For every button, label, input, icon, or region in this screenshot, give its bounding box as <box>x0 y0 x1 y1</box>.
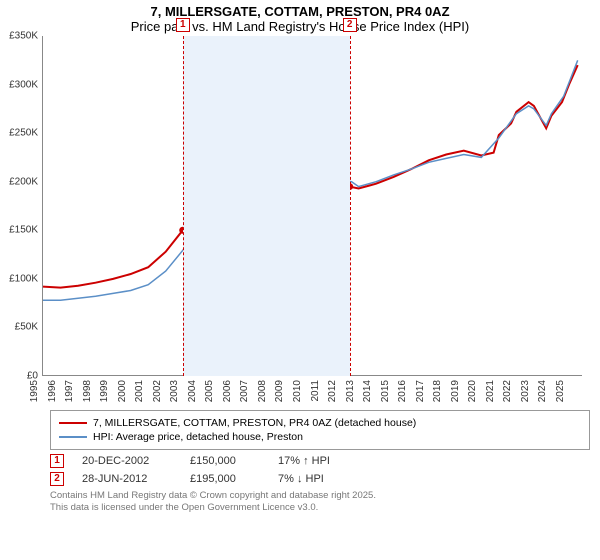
event-delta: 7% ↓ HPI <box>278 473 358 485</box>
event-number-box: 1 <box>50 454 64 468</box>
y-tick-label: £100K <box>9 273 38 284</box>
event-price: £195,000 <box>190 473 260 485</box>
event-row: 2 28-JUN-2012 £195,000 7% ↓ HPI <box>50 472 590 486</box>
plot: 12 <box>42 36 582 376</box>
legend-swatch <box>59 422 87 424</box>
event-marker-line <box>183 36 184 376</box>
event-row: 1 20-DEC-2002 £150,000 17% ↑ HPI <box>50 454 590 468</box>
title-block: 7, MILLERSGATE, COTTAM, PRESTON, PR4 0AZ… <box>0 0 600 36</box>
shaded-region <box>183 36 350 376</box>
chart-container: 7, MILLERSGATE, COTTAM, PRESTON, PR4 0AZ… <box>0 0 600 560</box>
y-tick-label: £150K <box>9 225 38 236</box>
y-tick-label: £250K <box>9 128 38 139</box>
event-marker-box: 2 <box>343 18 357 32</box>
title-address: 7, MILLERSGATE, COTTAM, PRESTON, PR4 0AZ <box>0 4 600 19</box>
legend: 7, MILLERSGATE, COTTAM, PRESTON, PR4 0AZ… <box>50 410 590 450</box>
legend-row: 7, MILLERSGATE, COTTAM, PRESTON, PR4 0AZ… <box>59 417 581 429</box>
legend-swatch <box>59 436 87 438</box>
legend-label: HPI: Average price, detached house, Pres… <box>93 431 303 443</box>
y-tick-label: £200K <box>9 176 38 187</box>
event-date: 28-JUN-2012 <box>82 473 172 485</box>
x-tick-label: 2025 <box>555 380 581 402</box>
y-tick-label: £50K <box>15 322 38 333</box>
events-table: 1 20-DEC-2002 £150,000 17% ↑ HPI 2 28-JUN-201… <box>50 454 590 486</box>
title-subtitle: Price paid vs. HM Land Registry's House … <box>0 19 600 34</box>
footer-line2: This data is licensed under the Open Gov… <box>50 502 590 514</box>
footer: Contains HM Land Registry data © Crown c… <box>50 490 590 515</box>
legend-label: 7, MILLERSGATE, COTTAM, PRESTON, PR4 0AZ… <box>93 417 416 429</box>
event-delta: 17% ↑ HPI <box>278 455 358 467</box>
chart-area: £0£50K£100K£150K£200K£250K£300K£350K 12 … <box>42 36 600 406</box>
event-number-box: 2 <box>50 472 64 486</box>
event-price: £150,000 <box>190 455 260 467</box>
event-marker-box: 1 <box>176 18 190 32</box>
y-tick-label: £300K <box>9 79 38 90</box>
event-marker-line <box>350 36 351 376</box>
footer-line1: Contains HM Land Registry data © Crown c… <box>50 490 590 502</box>
y-axis: £0£50K£100K£150K£200K£250K£300K£350K <box>0 36 40 376</box>
x-axis: 1995199619971998199920002001200220032004… <box>42 376 582 406</box>
legend-row: HPI: Average price, detached house, Pres… <box>59 431 581 443</box>
y-tick-label: £350K <box>9 31 38 42</box>
event-date: 20-DEC-2002 <box>82 455 172 467</box>
